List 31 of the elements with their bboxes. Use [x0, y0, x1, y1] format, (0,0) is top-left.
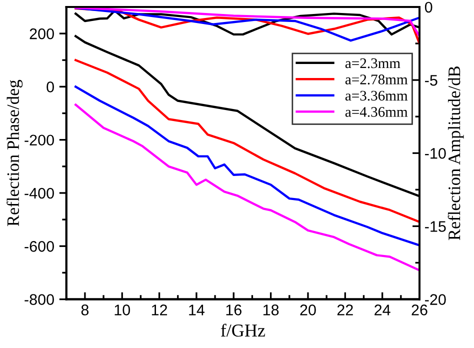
y-tick-label: -800	[24, 294, 54, 305]
y2-tick-label: -20	[425, 294, 446, 305]
y-tick-label: -400	[24, 188, 54, 199]
x-tick-label: 14	[189, 304, 205, 316]
legend-label: a=2.3mm	[345, 58, 400, 68]
y-tick-label: 0	[46, 82, 54, 92]
legend-label: a=2.78mm	[345, 74, 408, 84]
y-tick-label: 200	[30, 28, 54, 40]
x-tick-label: 10	[114, 304, 130, 316]
y-tick-label: -600	[24, 241, 54, 252]
x-tick-label: 8	[81, 304, 89, 316]
x-tick-label: 16	[226, 304, 242, 316]
y2-tick-label: -5	[425, 75, 438, 86]
x-tick-label: 20	[300, 304, 316, 316]
y-tick-label: -200	[24, 134, 54, 146]
line-series	[74, 59, 420, 224]
x-tick-label: 12	[152, 304, 168, 316]
y2-tick-label: -10	[425, 148, 446, 159]
legend-label: a=3.36mm	[345, 90, 408, 101]
x-tick-label: 24	[374, 304, 390, 316]
x-tick-label: 18	[263, 304, 279, 316]
y2-tick-label: 0	[424, 2, 432, 13]
line-series	[74, 104, 420, 272]
y2-tick-label: -15	[425, 221, 446, 232]
legend-label: a=4.36mm	[345, 107, 408, 117]
x-tick-label: 26	[412, 304, 428, 316]
y-axis-title: Reflection Phase/deg	[6, 80, 23, 226]
x-axis-title: f/GHz	[220, 324, 265, 337]
x-tick-label: 22	[337, 304, 353, 316]
line-series	[74, 86, 420, 246]
y2-axis-title: Reflection Amplitude/dB	[448, 66, 464, 240]
